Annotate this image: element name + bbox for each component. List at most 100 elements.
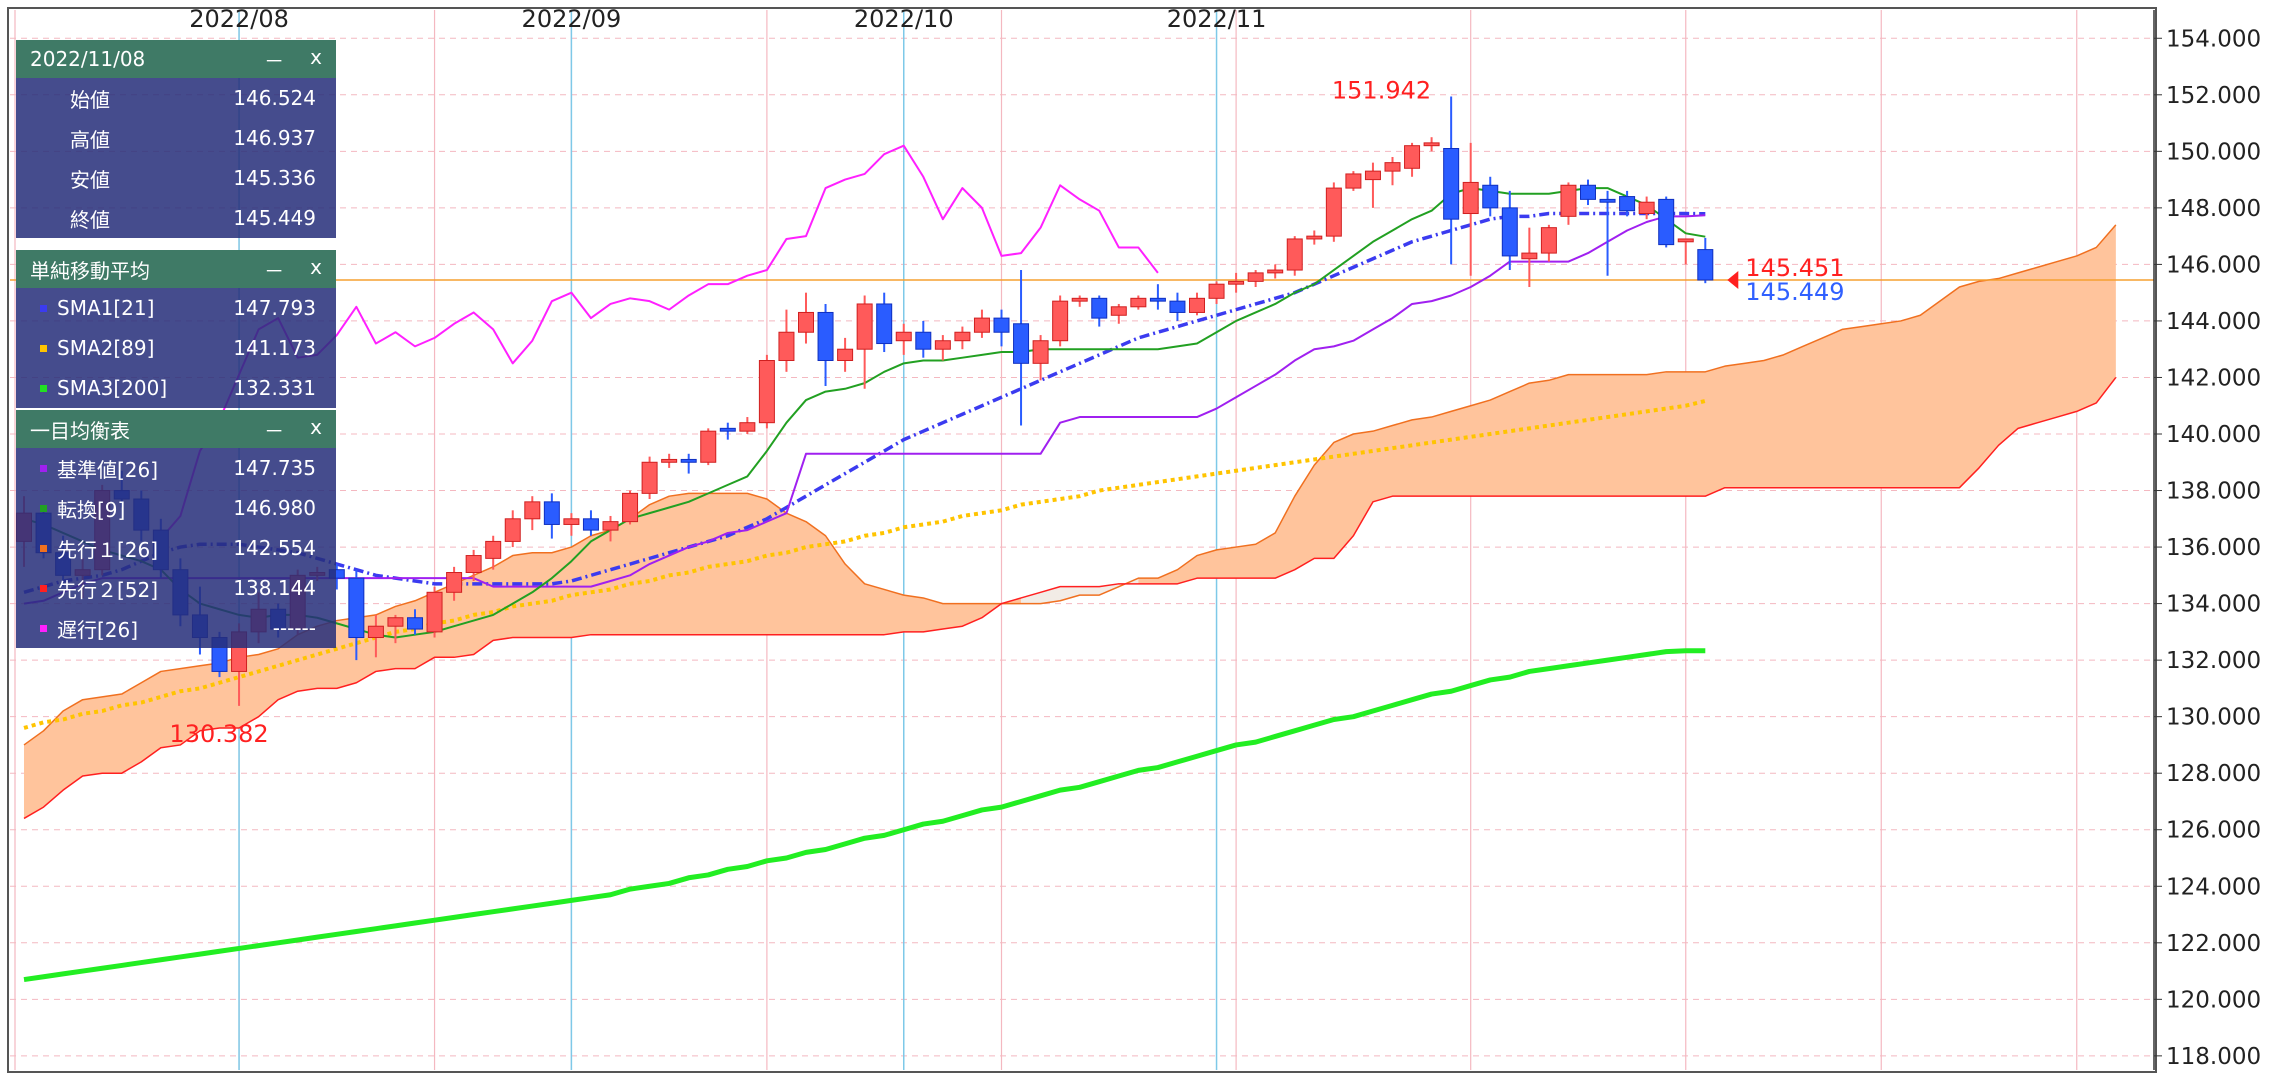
ichimoku-value: 147.735 xyxy=(233,456,316,480)
candle-body xyxy=(837,348,854,362)
candle-body xyxy=(1423,142,1440,147)
minimize-button[interactable]: － xyxy=(264,258,285,283)
legend-swatch xyxy=(40,504,47,512)
candle-body xyxy=(1501,207,1518,257)
y-tick-label: 146.000 xyxy=(2166,252,2261,278)
candle-body xyxy=(739,422,756,432)
ichimoku-row: 転換[9] 146.980 xyxy=(16,488,336,528)
ichimoku-value: 146.980 xyxy=(233,496,316,520)
ichimoku-value: ------ xyxy=(272,616,316,640)
ichimoku-label: 基準値[26] xyxy=(57,457,159,482)
low-price-label: 130.382 xyxy=(169,720,268,748)
sma-panel: 単純移動平均 － x SMA1[21] 147.793 SMA2[89] 141.1… xyxy=(16,250,336,408)
ohlc-panel-header: 2022/11/08 － x xyxy=(16,40,336,78)
sma-row: SMA2[89] 141.173 xyxy=(16,328,336,368)
y-tick-label: 132.000 xyxy=(2166,648,2261,674)
candle-body xyxy=(465,555,482,574)
candle-body xyxy=(1482,184,1499,209)
ichimoku-label: 遅行[26] xyxy=(57,617,139,642)
ichimoku-value: 142.554 xyxy=(233,536,316,560)
sma-label: SMA3[200] xyxy=(57,376,168,400)
candle-body xyxy=(1032,340,1049,364)
y-tick-label: 140.000 xyxy=(2166,422,2261,448)
close-button[interactable]: x xyxy=(310,254,322,279)
candle-body xyxy=(1677,238,1694,243)
ohlc-row-low: 安値 145.336 xyxy=(16,158,336,198)
candle-body xyxy=(798,311,814,333)
candle-body xyxy=(348,577,365,639)
candle-body xyxy=(407,617,423,630)
candle-body xyxy=(1013,323,1030,364)
candle-body xyxy=(993,317,1010,333)
ichimoku-row: 先行１[26] 142.554 xyxy=(16,528,336,568)
x-tick-label: 2022/10 xyxy=(854,5,954,33)
candle-body xyxy=(954,331,971,342)
y-tick-label: 150.000 xyxy=(2166,139,2261,165)
candle-body xyxy=(1306,235,1323,240)
y-axis: 118.000 120.000 122.000 124.000 126.000 128.0… xyxy=(2153,10,2261,1070)
candle-body xyxy=(1110,306,1127,316)
cloud-segment xyxy=(24,493,1022,819)
y-tick-label: 144.000 xyxy=(2166,309,2261,335)
candle-body xyxy=(856,303,873,350)
legend-swatch xyxy=(40,384,47,392)
candle-body xyxy=(1149,297,1166,302)
sma-value: 141.173 xyxy=(233,336,316,360)
y-tick-label: 152.000 xyxy=(2166,83,2261,109)
candle-body xyxy=(1345,173,1362,189)
candle-body xyxy=(543,501,560,525)
candle-body xyxy=(1560,184,1577,217)
candle-body xyxy=(1599,198,1616,203)
candle-body xyxy=(582,518,599,531)
y-tick-label: 136.000 xyxy=(2166,535,2261,561)
y-tick-label: 128.000 xyxy=(2166,761,2261,787)
close-button[interactable]: x xyxy=(310,414,322,439)
candle-body xyxy=(426,591,443,633)
x-tick-label: 2022/11 xyxy=(1167,5,1267,33)
candle-body xyxy=(1071,297,1088,302)
candle-body xyxy=(895,331,912,342)
candle-body xyxy=(504,518,521,542)
candle-body xyxy=(367,625,384,639)
ichimoku-panel-header: 一目均衡表 － x xyxy=(16,410,336,448)
candle-body xyxy=(1384,162,1401,172)
candle-body xyxy=(700,430,717,463)
ohlc-value: 146.937 xyxy=(233,126,316,150)
ichimoku-row: 遅行[26] ------ xyxy=(16,608,336,648)
candle-body xyxy=(915,331,932,350)
price-label-red: 145.451 xyxy=(1745,254,1844,282)
ohlc-value: 146.524 xyxy=(233,86,316,110)
ichimoku-panel: 一目均衡表 － x 基準値[26] 147.735 転換[9] 146.980 先行… xyxy=(16,410,336,648)
sma-row: SMA1[21] 147.793 xyxy=(16,288,336,328)
ichimoku-cloud xyxy=(24,224,2116,819)
y-tick-label: 122.000 xyxy=(2166,931,2261,957)
candle-body xyxy=(602,521,619,531)
ichimoku-row: 先行２[52] 138.144 xyxy=(16,568,336,608)
candle-body xyxy=(1404,145,1421,169)
candle-body xyxy=(446,572,463,593)
sma-panel-header: 単純移動平均 － x xyxy=(16,250,336,288)
candle-body xyxy=(758,360,775,424)
close-button[interactable]: x xyxy=(310,44,322,69)
minimize-button[interactable]: － xyxy=(264,418,285,443)
legend-swatch xyxy=(40,344,47,352)
ichimoku-label: 先行１[26] xyxy=(57,537,159,562)
legend-swatch xyxy=(40,624,47,632)
ohlc-label: 高値 xyxy=(70,127,110,152)
candle-body xyxy=(934,340,951,350)
candle-body xyxy=(485,540,502,559)
candle-body xyxy=(1091,297,1108,319)
candle-body xyxy=(1580,184,1596,200)
y-tick-label: 148.000 xyxy=(2166,196,2261,222)
candle-body xyxy=(1364,170,1381,181)
ichimoku-row: 基準値[26] 147.735 xyxy=(16,448,336,488)
candle-body xyxy=(641,461,658,494)
candle-body xyxy=(1286,238,1303,271)
minimize-button[interactable]: － xyxy=(264,48,285,73)
ohlc-value: 145.336 xyxy=(233,166,316,190)
y-tick-label: 124.000 xyxy=(2166,874,2261,900)
price-pointer-icon xyxy=(1727,270,1739,289)
candle-body xyxy=(1247,272,1264,282)
y-tick-label: 138.000 xyxy=(2166,479,2261,505)
